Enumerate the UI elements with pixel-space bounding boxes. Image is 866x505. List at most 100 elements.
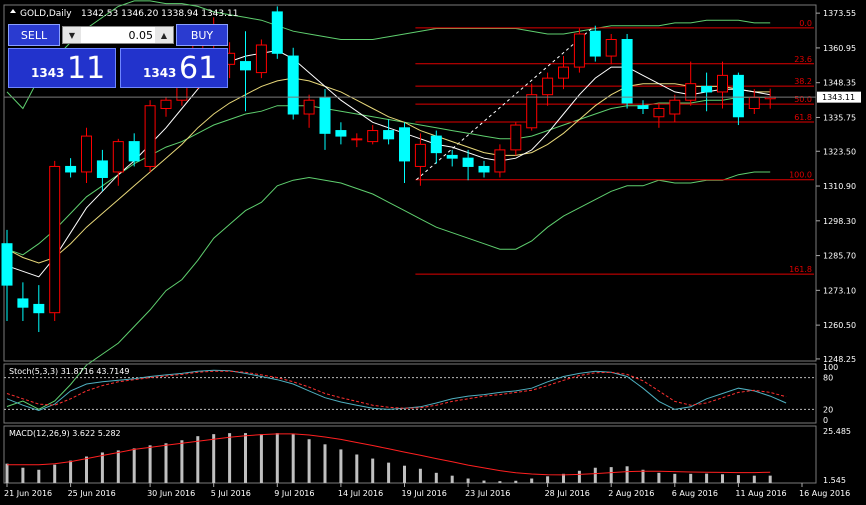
candle[interactable]: [414, 133, 426, 186]
current-price-marker: 1343.11: [4, 91, 861, 103]
candle[interactable]: [383, 119, 395, 145]
candle[interactable]: [367, 125, 379, 145]
candle[interactable]: [335, 122, 347, 145]
candle[interactable]: [494, 144, 506, 178]
candle[interactable]: [319, 89, 331, 150]
candle[interactable]: [526, 83, 538, 131]
price-tick-label: 1285.70: [823, 252, 856, 261]
price-tick-label: 1373.55: [823, 9, 856, 18]
candle-body-bear: [637, 105, 649, 109]
symbol-timeframe: GOLD,Daily: [20, 9, 72, 19]
macd-bar: [212, 434, 216, 483]
lot-increase-icon[interactable]: ▲: [155, 27, 173, 43]
candle[interactable]: [717, 61, 728, 109]
candle-body-bull: [558, 66, 569, 79]
price-axis-ticks: 1373.55 1360.95 1348.35 1335.75 1323.50 1310.…: [816, 9, 856, 364]
candle[interactable]: [351, 133, 363, 148]
sell-button[interactable]: SELL: [8, 24, 60, 46]
time-tick-label: 30 Jun 2016: [147, 489, 195, 498]
fib-level-label: 100.0: [789, 171, 812, 180]
candle[interactable]: [446, 149, 458, 167]
candle[interactable]: [732, 72, 744, 126]
macd-bar: [116, 450, 120, 483]
candle[interactable]: [271, 6, 283, 59]
candle[interactable]: [653, 102, 665, 128]
time-tick-label: 23 Jul 2016: [465, 489, 510, 498]
candlesticks[interactable]: [1, 6, 776, 333]
macd-bar: [705, 473, 709, 483]
candle[interactable]: [287, 47, 299, 120]
candle[interactable]: [637, 100, 649, 115]
fib-level-label: 61.8: [794, 113, 812, 122]
macd-bar: [768, 475, 772, 483]
candle-body-bear: [589, 30, 601, 57]
time-tick-label: 5 Jul 2016: [211, 489, 251, 498]
candle[interactable]: [510, 122, 522, 156]
candle[interactable]: [255, 39, 267, 79]
sell-price-pips: 11: [67, 51, 106, 86]
macd-bar: [530, 478, 534, 483]
lot-decrease-icon[interactable]: ▼: [63, 27, 81, 43]
candle[interactable]: [303, 94, 315, 128]
candle[interactable]: [669, 94, 681, 123]
sell-price-prefix: 1343: [31, 66, 65, 80]
candle-body-bull: [144, 105, 156, 167]
candle[interactable]: [558, 56, 569, 90]
candle[interactable]: [160, 97, 172, 117]
candle[interactable]: [65, 158, 77, 178]
candle-body-bull: [112, 141, 124, 173]
buy-button[interactable]: BUY: [176, 24, 228, 46]
candle[interactable]: [430, 130, 442, 164]
candle[interactable]: [605, 33, 617, 65]
fib-level-label: 50.0: [794, 95, 812, 104]
candle[interactable]: [128, 133, 140, 167]
candle-body-bear: [128, 141, 140, 162]
candle[interactable]: [112, 138, 124, 186]
candle-body-bear: [271, 11, 283, 54]
candle[interactable]: [399, 122, 410, 183]
macd-bar: [641, 469, 645, 483]
stochastic-tick-label: 20: [823, 405, 833, 414]
candle[interactable]: [542, 72, 554, 106]
candle-body-bear: [17, 298, 29, 308]
macd-bar: [403, 465, 406, 483]
candle[interactable]: [573, 28, 585, 73]
sell-price-button[interactable]: 1343 11: [8, 48, 116, 88]
macd-bar: [291, 434, 295, 483]
current-price-label: 1343.11: [822, 93, 855, 102]
macd-title: MACD(12,26,9) 3.622 5.282: [9, 429, 121, 438]
candle-body-bear: [732, 74, 744, 118]
candle[interactable]: [49, 160, 61, 321]
lot-size-input[interactable]: [83, 27, 153, 43]
buy-price-button[interactable]: 1343 61: [120, 48, 228, 88]
macd-bar: [562, 473, 565, 483]
candle[interactable]: [240, 31, 251, 112]
time-tick-label: 6 Aug 2016: [672, 489, 718, 498]
candle[interactable]: [96, 149, 108, 192]
macd-bar: [164, 443, 168, 483]
candle[interactable]: [478, 160, 490, 178]
candle[interactable]: [621, 33, 633, 109]
candle[interactable]: [701, 72, 713, 112]
candle[interactable]: [33, 285, 45, 333]
candle[interactable]: [144, 100, 156, 172]
macd-bar: [148, 445, 152, 483]
candle[interactable]: [81, 127, 92, 183]
macd-bar: [736, 475, 740, 483]
candle[interactable]: [462, 149, 474, 181]
candle[interactable]: [685, 61, 697, 106]
one-click-trading-panel: SELL ▼ ▲ BUY 1343 11 1343 61: [8, 24, 230, 88]
macd-bar: [625, 466, 629, 483]
price-tick-label: 1348.35: [823, 79, 856, 88]
fib-anchor-line: [416, 27, 593, 181]
price-tick-label: 1273.10: [823, 286, 856, 295]
candle[interactable]: [17, 282, 29, 321]
macd-bar: [434, 472, 438, 483]
candle[interactable]: [589, 25, 601, 62]
stochastic-tick-label: 80: [823, 374, 833, 383]
candle[interactable]: [1, 229, 13, 321]
macd-bar: [196, 436, 200, 483]
macd-bar: [721, 474, 724, 483]
candle-body-bear: [319, 96, 331, 134]
candle-body-bear: [96, 160, 108, 178]
